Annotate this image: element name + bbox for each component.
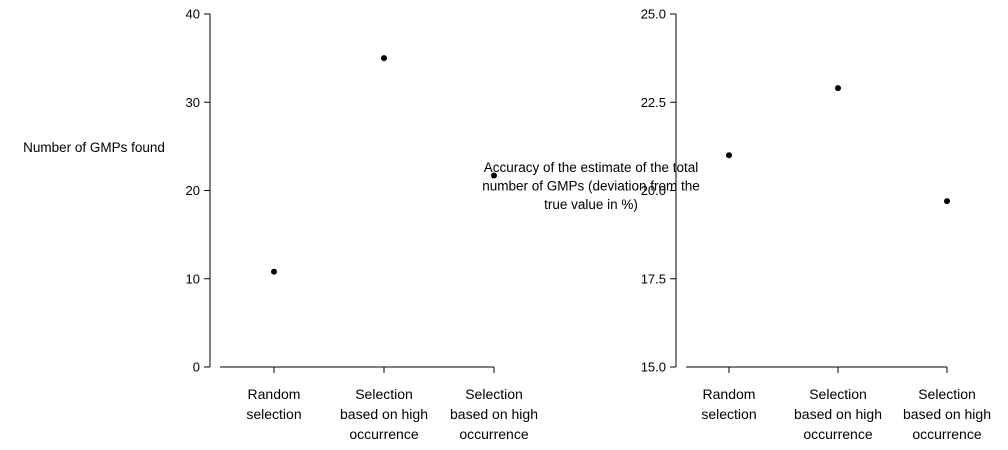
data-point [491, 172, 497, 179]
x-category-label: Selection based on high occurrence [794, 386, 882, 442]
data-point [726, 152, 732, 159]
y-tick-label: 20.0 [641, 183, 666, 198]
left-chart-panel: 0 10 20 30 40 Random selection Selection based o… [23, 7, 538, 443]
y-tick-label: 20 [186, 183, 200, 198]
y-tick-label: 0 [193, 360, 200, 375]
y-tick-label: 25.0 [641, 7, 666, 22]
data-point [944, 198, 950, 205]
x-category-label: Selection based on high occurrence [450, 386, 538, 442]
data-point [835, 85, 841, 92]
y-tick-label: 15.0 [641, 360, 666, 375]
x-category-label: Selection based on high occurrence [340, 386, 428, 442]
right-chart-panel: 15.0 17.5 20.0 22.5 25.0 Random selection Selec… [482, 7, 991, 443]
y-tick-label: 22.5 [641, 95, 666, 110]
data-point [381, 55, 387, 62]
y-tick-label: 10 [186, 271, 200, 286]
x-category-label: Random selection [701, 386, 756, 422]
y-tick-label: 17.5 [641, 271, 666, 286]
data-point [271, 268, 277, 275]
x-category-label: Random selection [246, 386, 301, 422]
y-tick-label: 30 [186, 95, 200, 110]
y-tick-label: 40 [186, 7, 200, 22]
x-category-label: Selection based on high occurrence [903, 386, 991, 442]
y-axis-title: Accuracy of the estimate of the total num… [482, 160, 700, 212]
y-axis-title: Number of GMPs found [23, 140, 165, 155]
